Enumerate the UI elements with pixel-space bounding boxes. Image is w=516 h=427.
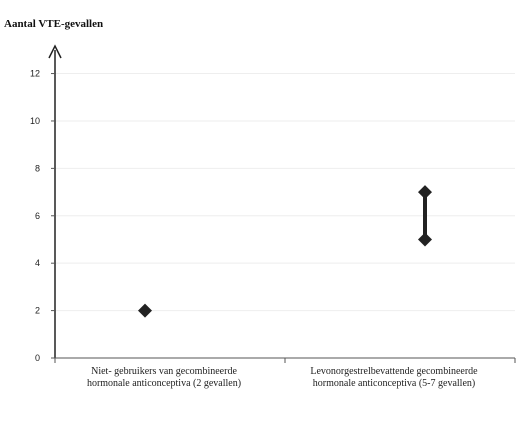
y-tick-label-2: 2 [35,306,40,316]
category-label-0-line-1: hormonale anticonceptiva (2 gevallen) [87,378,241,389]
data-point-1 [418,232,432,247]
y-tick-label-4: 4 [35,258,40,268]
y-tick-label-8: 8 [35,163,40,173]
data-point-0 [138,303,152,318]
y-tick-label-0: 0 [35,353,40,363]
axes [48,44,516,363]
category-label-0-line-0: Niet- gebruikers van gecombineerde [91,366,237,377]
category-label-1-line-0: Levonorgestrelbevattende gecombineerde [310,366,478,377]
data-point-2 [418,185,432,200]
y-tick-label-6: 6 [35,211,40,221]
category-label-1-line-1: hormonale anticonceptiva (5-7 gevallen) [313,378,475,389]
data-marks [138,185,432,318]
y-axis-ticks: 0 2 4 6 8 10 12 [30,69,55,363]
y-axis-arrow [48,44,62,59]
gridlines [55,73,515,312]
chart-title: Aantal VTE-gevallen [4,18,103,30]
x-axis-categories: Niet- gebruikers van gecombineerdehormon… [87,366,478,389]
y-tick-label-12: 12 [30,69,40,79]
y-tick-label-10: 10 [30,116,40,126]
